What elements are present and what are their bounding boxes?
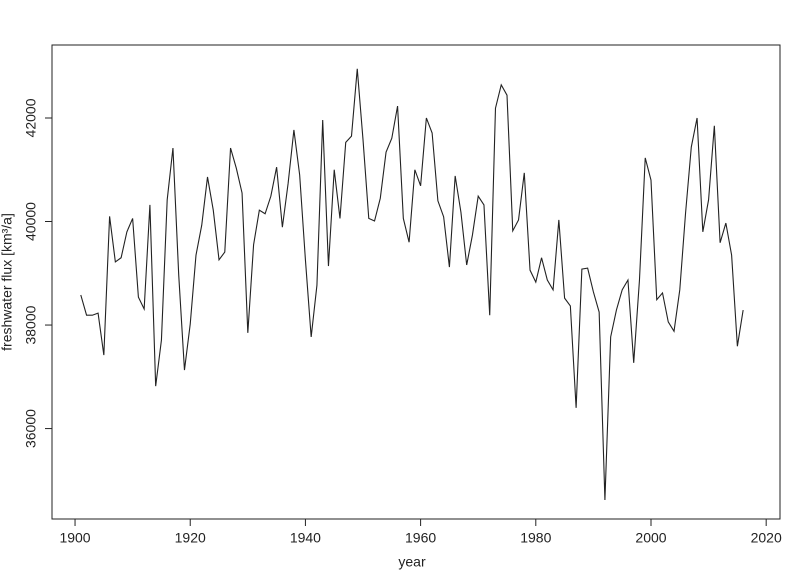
- x-tick-label: 1920: [175, 530, 206, 546]
- x-tick-label: 1940: [290, 530, 321, 546]
- x-tick-label: 2020: [751, 530, 782, 546]
- y-tick-label: 42000: [23, 98, 39, 137]
- plot-frame: [51, 44, 781, 520]
- x-tick-label: 2000: [635, 530, 666, 546]
- x-axis-label: year: [398, 554, 426, 570]
- data-line: [80, 68, 744, 501]
- x-tick-label: 1900: [59, 530, 90, 546]
- y-tick-label: 40000: [23, 202, 39, 241]
- y-tick-label: 38000: [23, 305, 39, 344]
- y-tick-label: 36000: [23, 409, 39, 448]
- x-tick-label: 1960: [405, 530, 436, 546]
- y-axis-label: freshwater flux [km³/a]: [0, 213, 15, 351]
- x-tick-label: 1980: [520, 530, 551, 546]
